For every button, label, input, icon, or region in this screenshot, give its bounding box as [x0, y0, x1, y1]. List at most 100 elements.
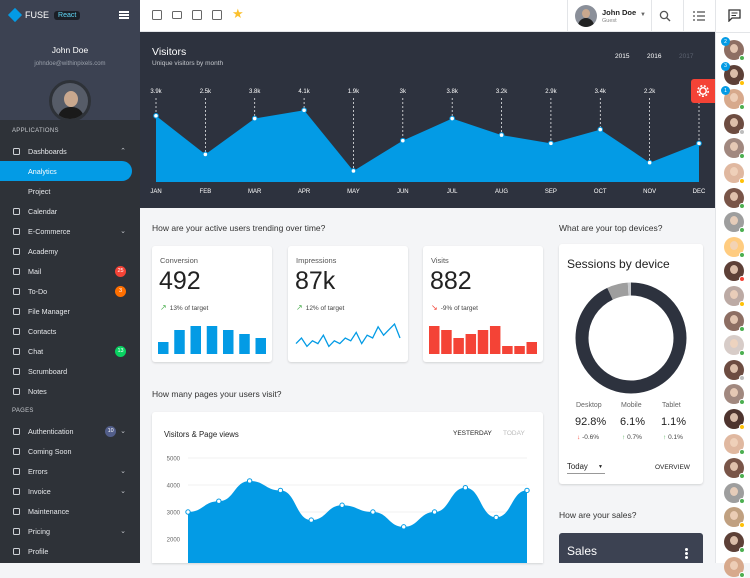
pageviews-point[interactable]: [401, 524, 407, 530]
pageviews-point[interactable]: [370, 509, 376, 515]
contact-avatar[interactable]: [724, 286, 745, 307]
year-tab-2016[interactable]: 2016: [647, 53, 662, 60]
visitors-point[interactable]: [449, 115, 455, 122]
contact-avatar[interactable]: [724, 310, 745, 332]
contact-avatar[interactable]: [724, 138, 745, 160]
pageviews-point[interactable]: [493, 514, 499, 521]
visitors-point[interactable]: [350, 168, 357, 174]
calendar-shortcut-icon[interactable]: [152, 10, 162, 20]
pageviews-point[interactable]: [277, 487, 284, 494]
pageviews-title: Visitors & Page views: [164, 430, 239, 439]
contact-avatar[interactable]: 2: [721, 37, 745, 61]
nav-item-errors[interactable]: Errors ⌄: [0, 461, 140, 481]
settings-fab[interactable]: [691, 79, 715, 103]
pageviews-point[interactable]: [185, 509, 191, 515]
kpi-card-impressions[interactable]: Impressions 87k ↗ 12% of target: [288, 246, 408, 362]
contact-avatar[interactable]: [724, 163, 745, 184]
contact-avatar[interactable]: [724, 113, 745, 135]
nav-item-to-do[interactable]: To-Do 3: [0, 281, 140, 301]
nav-item-contacts[interactable]: Contacts: [0, 321, 140, 341]
visitors-point[interactable]: [498, 132, 505, 138]
visitors-point[interactable]: [696, 140, 702, 147]
toolbar-user-name[interactable]: John Doe: [602, 8, 637, 17]
nav-item-scrumboard[interactable]: Scrumboard: [0, 361, 140, 381]
year-tab-2015[interactable]: 2015: [615, 53, 630, 60]
contact-avatar[interactable]: [724, 507, 745, 529]
contact-avatar[interactable]: [724, 212, 745, 234]
nav-item-profile[interactable]: Profile: [0, 541, 140, 561]
contact-avatar[interactable]: [724, 556, 745, 578]
nav-item-dashboards[interactable]: Dashboards ⌃: [0, 141, 140, 161]
nav-item-authentication[interactable]: Authentication 10 ⌄: [0, 421, 140, 441]
mail-shortcut-icon[interactable]: [172, 11, 182, 19]
contact-avatar[interactable]: [724, 335, 745, 357]
pageviews-point[interactable]: [308, 517, 314, 523]
nav-item-invoice[interactable]: Invoice ⌄: [0, 481, 140, 501]
kpi-card-conversion[interactable]: Conversion 492 ↗ 13% of target: [152, 246, 272, 362]
contact-avatar[interactable]: 3: [721, 61, 745, 86]
contact-avatar[interactable]: [724, 261, 745, 283]
donut-segment-desktop[interactable]: [575, 282, 687, 394]
pageviews-point[interactable]: [462, 485, 469, 491]
visitors-point[interactable]: [548, 140, 554, 147]
nav-item-analytics[interactable]: Analytics: [0, 161, 132, 181]
tab-today[interactable]: TODAY: [503, 430, 525, 437]
sidebar-avatar[interactable]: [49, 80, 91, 122]
nav-item-coming-soon[interactable]: Coming Soon: [0, 441, 140, 461]
contacts-shortcut-icon[interactable]: [192, 10, 202, 20]
visitors-point[interactable]: [153, 112, 159, 119]
list-view-icon[interactable]: [693, 11, 705, 21]
pageviews-point[interactable]: [524, 487, 530, 494]
contact-avatar[interactable]: [724, 532, 745, 553]
contact-avatar[interactable]: [724, 482, 745, 504]
kpi-bar: [453, 338, 464, 354]
nav-item-academy[interactable]: Academy: [0, 241, 140, 261]
nav-item-maintenance[interactable]: Maintenance: [0, 501, 140, 521]
visitors-point[interactable]: [646, 159, 653, 166]
contact-avatar[interactable]: [724, 384, 745, 406]
nav-item-calendar[interactable]: Calendar: [0, 201, 140, 221]
menu-toggle-icon[interactable]: [119, 11, 129, 19]
contact-avatar[interactable]: [724, 359, 745, 381]
contact-avatar[interactable]: [724, 187, 745, 209]
pageviews-point[interactable]: [431, 509, 438, 515]
todo-shortcut-icon[interactable]: [212, 10, 222, 20]
visitors-point[interactable]: [400, 137, 406, 144]
visitors-point[interactable]: [202, 151, 209, 158]
pageviews-point[interactable]: [246, 478, 253, 484]
kpi-note: -9% of target: [440, 305, 478, 312]
contact-avatar[interactable]: 1: [721, 86, 745, 111]
user-menu-caret-icon[interactable]: ▼: [640, 12, 646, 18]
kpi-title: Conversion: [160, 256, 198, 265]
visitors-point[interactable]: [251, 115, 258, 122]
donut-segment-tablet[interactable]: [575, 282, 687, 394]
pageviews-point[interactable]: [216, 498, 222, 504]
toolbar-avatar[interactable]: [575, 5, 597, 27]
nav-item-mail[interactable]: Mail 25: [0, 261, 140, 281]
contact-avatar[interactable]: [724, 458, 745, 480]
nav-item-e-commerce[interactable]: E-Commerce ⌄: [0, 221, 140, 241]
nav-item-file-manager[interactable]: File Manager: [0, 301, 140, 321]
bookmark-star-icon[interactable]: ★: [232, 6, 244, 21]
search-icon[interactable]: [659, 10, 671, 22]
visitors-point[interactable]: [597, 126, 604, 133]
more-vert-icon[interactable]: [685, 548, 688, 559]
visitors-point[interactable]: [301, 107, 307, 114]
tab-yesterday[interactable]: YESTERDAY: [453, 430, 492, 437]
status-dot: [739, 104, 745, 111]
nav-item-project[interactable]: Project: [0, 181, 140, 201]
overview-button[interactable]: OVERVIEW: [655, 464, 690, 471]
contact-avatar[interactable]: [724, 409, 745, 430]
nav-item-pricing[interactable]: Pricing ⌄: [0, 521, 140, 541]
kpi-card-visits[interactable]: Visits 882 ↘ -9% of target: [423, 246, 543, 362]
year-tab-2017[interactable]: 2017: [679, 53, 694, 60]
nav-item-chat[interactable]: Chat 13: [0, 341, 140, 361]
pageviews-point[interactable]: [339, 502, 345, 508]
contact-avatar[interactable]: [724, 236, 745, 258]
range-select[interactable]: Today ▼: [567, 462, 605, 474]
contact-avatar[interactable]: [724, 433, 745, 455]
chat-icon[interactable]: [728, 9, 741, 22]
status-dot: [739, 227, 745, 234]
kpi-bar: [465, 334, 477, 354]
nav-item-notes[interactable]: Notes: [0, 381, 140, 401]
